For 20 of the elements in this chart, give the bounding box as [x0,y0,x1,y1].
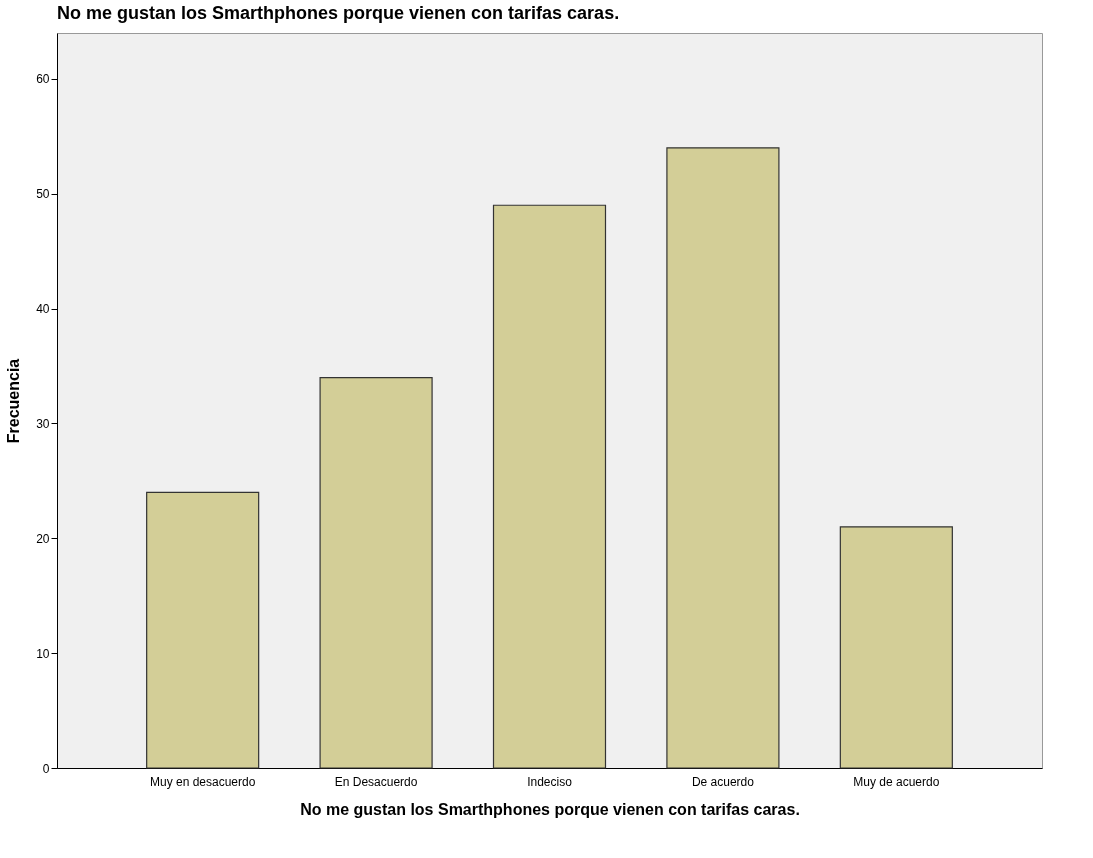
x-tick-label: De acuerdo [691,774,755,789]
y-tick-label: 20 [36,531,50,546]
bar [319,376,433,769]
x-tick-label: En Desacuerdo [334,774,418,789]
y-tick-label: 50 [36,187,50,202]
bar [146,491,260,769]
x-tick-label: Indeciso [527,774,573,789]
x-axis-title: No me gustan los Smarthphones porque vienen con tarifas caras. [300,800,800,818]
x-tick-label: Muy de acuerdo [853,774,940,789]
bar [492,204,607,769]
y-tick-label: 0 [42,761,50,776]
y-axis-title: Frecuencia [5,358,23,444]
y-tick-label: 40 [36,302,50,317]
y-tick-label: 10 [36,646,50,661]
bar [666,147,780,769]
chart-title: No me gustan los Smarthphones porque vienen con tarifas caras. [57,3,620,23]
x-tick-label: Muy en desacuerdo [149,774,256,789]
bar [839,526,953,769]
y-tick-label: 30 [36,416,50,431]
y-tick-label: 60 [36,72,50,87]
